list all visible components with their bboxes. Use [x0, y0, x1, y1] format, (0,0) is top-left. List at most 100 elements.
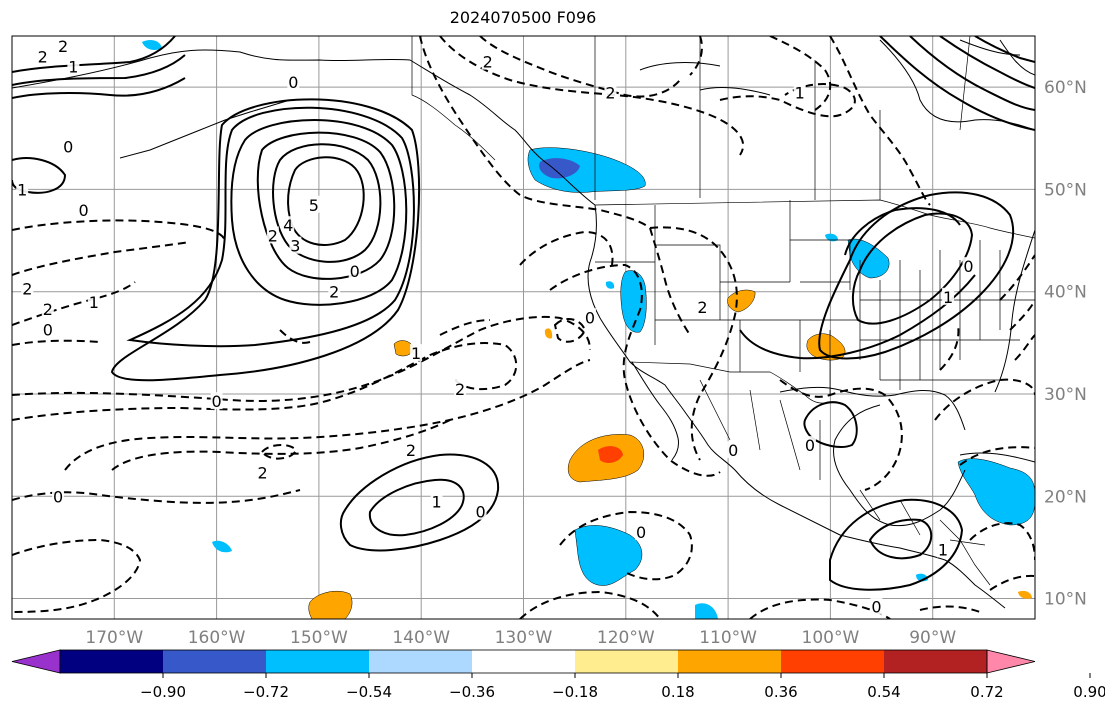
contour-label: 2	[38, 47, 48, 66]
lat-lon-grid	[12, 36, 1035, 619]
contour-neg-south-edge	[519, 590, 981, 619]
contour-label-bg	[256, 463, 269, 481]
colorbar-segment	[575, 650, 679, 673]
contour-label: 4	[283, 216, 293, 235]
longitude-labels: 170°W 160°W 150°W 140°W 130°W 120°W 110°W 100°W…	[85, 628, 956, 648]
contour-label-bg	[604, 83, 617, 101]
anomaly-orange-gulf-small	[1018, 590, 1032, 599]
contour-label: 1	[89, 293, 99, 312]
anomaly-blue-pacific-south	[574, 525, 643, 586]
contour-label-bg	[16, 180, 29, 198]
map-frame	[11, 35, 1036, 620]
anomaly-orange-small-coast	[544, 328, 553, 339]
colorbar-segment	[163, 650, 267, 673]
contour-neg-east-1	[934, 378, 1035, 466]
lon-tick-label: 150°W	[290, 628, 348, 648]
contour-neg-mexico-1	[649, 226, 738, 461]
contour-label-bg	[583, 308, 596, 326]
contour-label: 0	[805, 436, 815, 455]
colorbar-segment	[472, 650, 576, 673]
contour-label: 2	[697, 298, 707, 317]
lon-tick-label: 160°W	[188, 628, 246, 648]
contour-label: 1	[17, 180, 27, 199]
contour-nw-ridge-2	[12, 157, 67, 194]
contour-high-3	[256, 131, 396, 280]
colorbar-tick-label: 0.72	[970, 683, 1003, 701]
contour-label: 5	[309, 196, 319, 215]
coastline-canadian-islands	[639, 39, 1021, 96]
contour-label-bg	[77, 200, 90, 218]
lon-tick-label: 130°W	[495, 628, 553, 648]
contour-label: 0	[963, 257, 973, 276]
anomaly-orange-south	[308, 591, 353, 619]
border-us-canada	[594, 199, 1035, 239]
contour-label-bg	[287, 73, 300, 91]
colorbar: −0.90 −0.72 −0.54 −0.36 −0.18 0.18 0.36 0.54 0.7…	[11, 649, 1105, 701]
contour-label: 0	[79, 201, 89, 220]
map-title: 2024070500 F096	[449, 8, 597, 27]
lat-tick-label: 10°N	[1044, 590, 1087, 610]
contour-label-bg	[41, 300, 54, 318]
coastline-greenland-hint	[999, 39, 1035, 76]
contour-high-4	[272, 143, 382, 263]
anomaly-blue-south-edge	[695, 603, 718, 619]
contour-mexico-high	[829, 498, 964, 591]
contour-label: 0	[636, 523, 646, 542]
contour-label-bg	[62, 137, 75, 155]
contour-label: 0	[63, 137, 73, 156]
contour-label-bg	[210, 392, 223, 410]
colorbar-tick-label: 0.18	[661, 683, 694, 701]
lon-tick-label: 100°W	[802, 628, 860, 648]
contour-label: 2	[406, 441, 416, 460]
contour-label: 2	[268, 226, 278, 245]
anomaly-blue-minnesota	[825, 233, 838, 242]
contour-neg-west-2	[12, 241, 191, 276]
contour-neg-north-2	[719, 83, 856, 118]
lon-tick-label: 120°W	[597, 628, 655, 648]
contour-label-bg	[307, 195, 320, 213]
colorbar-tick-label: −0.18	[552, 683, 598, 701]
political-borders	[411, 36, 1035, 586]
contour-label: 0	[585, 308, 595, 327]
contour-neg-bc-1	[419, 36, 691, 336]
colorbar-segment	[781, 650, 885, 673]
border-canada-provinces	[594, 36, 971, 200]
colorbar-tick-label: −0.90	[140, 683, 186, 701]
contour-label-bg	[57, 37, 70, 55]
contour-label: 1	[431, 492, 441, 511]
contour-label-bg	[727, 441, 740, 459]
contour-label: 0	[728, 441, 738, 460]
contour-label: 0	[871, 598, 881, 617]
contour-label: 0	[350, 262, 360, 281]
contour-nw-ridge-1	[12, 36, 186, 99]
contour-label-bg	[481, 52, 494, 70]
coastlines	[12, 39, 1035, 609]
contour-great-lakes-high	[818, 191, 1015, 360]
anomaly-orange-colorado	[727, 289, 756, 313]
shaded-anomalies	[142, 40, 1035, 619]
colorbar-segment	[369, 650, 473, 673]
contour-neg-bc-3	[479, 36, 681, 98]
contour-label-bg	[87, 292, 100, 310]
contour-label-bg	[410, 344, 423, 362]
contour-gulf-high	[803, 401, 858, 448]
contour-high-1	[126, 106, 415, 348]
contour-pacific-high-2	[368, 478, 465, 537]
contour-ne-ridge	[879, 36, 1035, 131]
contour-neg-canada-east	[829, 36, 931, 206]
coastline-gulf-north	[779, 386, 966, 431]
lon-tick-label: 140°W	[392, 628, 450, 648]
contour-label-bg	[474, 502, 487, 520]
anomaly-blue-west-small	[212, 540, 232, 553]
contour-neg-0-lower	[279, 319, 491, 344]
border-us-states-west	[595, 200, 860, 395]
contour-neg-coast-2	[519, 230, 614, 266]
contour-mexico-high-2	[868, 518, 933, 560]
lat-tick-label: 40°N	[1044, 283, 1087, 303]
anomaly-darkblue-bc	[539, 158, 580, 179]
anomaly-blue-nevada	[620, 270, 647, 333]
colorbar-outline	[59, 649, 988, 674]
contour-label: 0	[53, 487, 63, 506]
